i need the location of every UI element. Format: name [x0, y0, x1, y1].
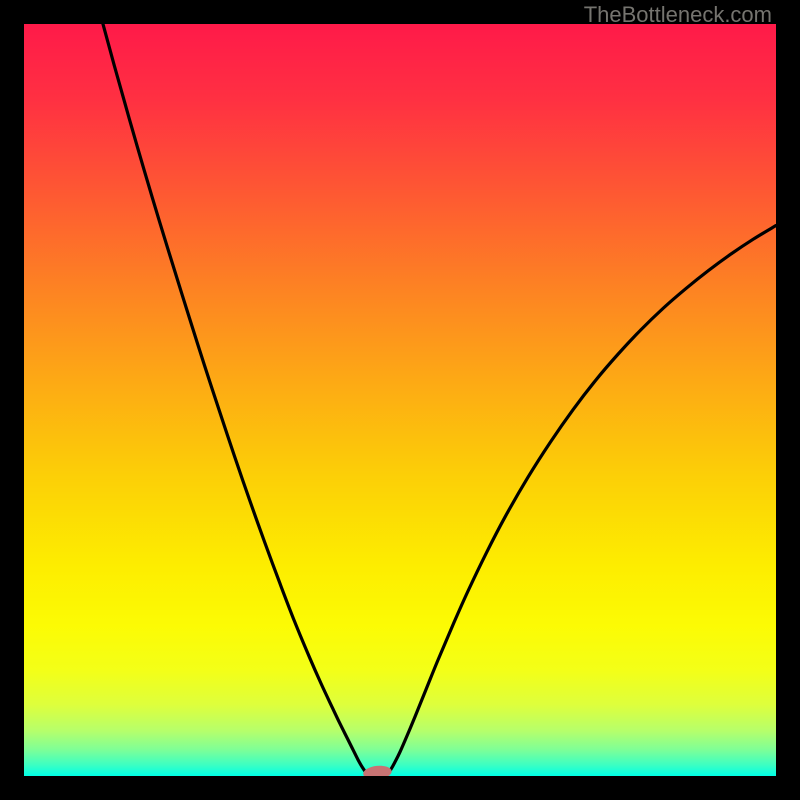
- curve-right-branch: [388, 226, 776, 774]
- plot-area: [24, 24, 776, 776]
- chart-frame: TheBottleneck.com: [0, 0, 800, 800]
- watermark-label: TheBottleneck.com: [584, 2, 772, 28]
- minimum-marker: [363, 764, 393, 776]
- curve-left-branch: [103, 24, 367, 774]
- bottleneck-curve: [24, 24, 776, 776]
